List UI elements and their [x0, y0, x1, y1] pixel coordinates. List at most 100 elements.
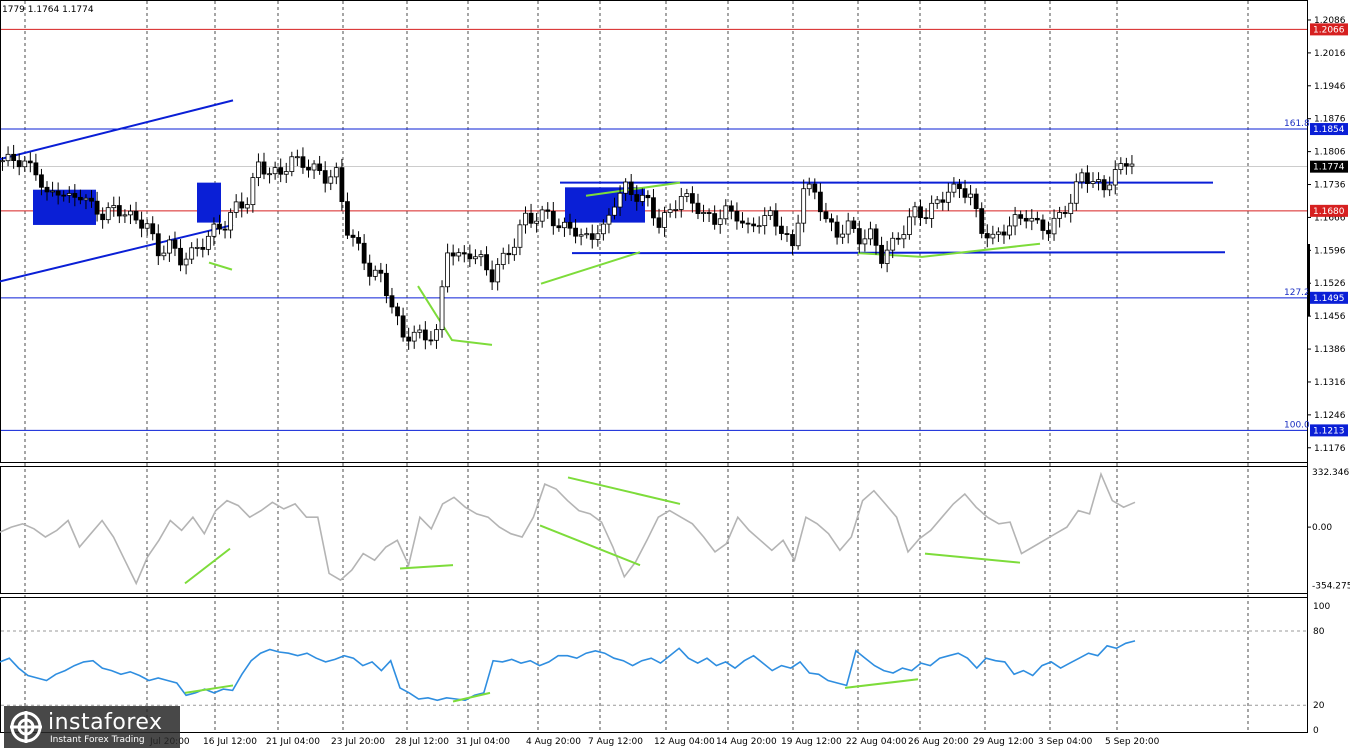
- candle-body: [317, 163, 323, 171]
- candle-body: [356, 237, 361, 244]
- rsi-tick-label: 20: [1313, 701, 1325, 711]
- candle-body: [767, 210, 773, 216]
- candle-body: [923, 217, 929, 220]
- rsi-line: [0, 640, 1136, 702]
- divergence-line: [417, 285, 493, 346]
- tick-label: 1.2086: [1314, 16, 1346, 26]
- candle-body: [662, 212, 667, 228]
- rsi-tick-label: 100: [1313, 602, 1330, 612]
- candle-body: [311, 163, 317, 171]
- rsi-divergence: [452, 691, 491, 703]
- candle-body: [239, 201, 245, 209]
- candle-body: [205, 235, 211, 250]
- candle-body: [734, 210, 740, 222]
- candle-body: [61, 194, 67, 197]
- tick-label: 1.1316: [1314, 378, 1346, 388]
- candle-body: [667, 209, 673, 213]
- candle-body: [595, 233, 601, 240]
- candle-body: [450, 252, 456, 257]
- fib-label: 127.2: [1284, 288, 1310, 298]
- candle-body: [339, 167, 345, 202]
- candle-body: [411, 331, 417, 342]
- candle-body: [890, 237, 896, 251]
- candle-body: [144, 223, 150, 229]
- candle-body: [562, 221, 567, 229]
- candle-body: [651, 197, 656, 219]
- candle-body: [194, 246, 200, 249]
- candle-body: [11, 153, 17, 161]
- candle-body: [851, 220, 857, 229]
- candle-body: [801, 188, 807, 224]
- candle-body: [639, 194, 645, 202]
- candle-body: [1090, 181, 1096, 184]
- candle-body: [517, 224, 523, 248]
- x-label: 23 Jul 20:00: [331, 737, 385, 747]
- level-label: 1.1680: [1313, 207, 1345, 217]
- candle-body: [1040, 219, 1046, 231]
- candle-body: [1062, 212, 1068, 214]
- ohlc-readout: 1779 1.1764 1.1774: [2, 5, 94, 15]
- candle-body: [795, 222, 801, 247]
- level-label: 1.2066: [1313, 25, 1345, 35]
- candle-body: [996, 231, 1001, 235]
- candle-body: [895, 237, 901, 240]
- candle-body: [456, 252, 462, 257]
- tick-label: 1.1806: [1314, 148, 1346, 158]
- price-panel-frame: [0, 0, 1308, 463]
- candle-body: [116, 205, 122, 217]
- candle-body: [940, 199, 946, 203]
- candle-body: [72, 193, 78, 198]
- current-price-label: 1.1774: [1313, 163, 1345, 173]
- tick-label: 1.1736: [1314, 181, 1346, 191]
- candle-body: [489, 269, 495, 283]
- candle-body: [1079, 172, 1085, 183]
- candle-body: [745, 222, 751, 225]
- candle-body: [1073, 181, 1079, 204]
- candle-body: [217, 223, 222, 230]
- candle-body: [968, 193, 973, 198]
- candle-body: [434, 329, 439, 341]
- candle-body: [712, 213, 718, 225]
- candle-body: [5, 153, 11, 162]
- candle-body: [128, 210, 133, 216]
- candle-body: [578, 234, 584, 237]
- candle-body: [1068, 202, 1074, 214]
- candle-body: [256, 161, 261, 179]
- candle-body: [1112, 169, 1118, 186]
- candle-body: [951, 183, 957, 193]
- instaforex-logo: instaforex Instant Forex Trading: [4, 706, 180, 748]
- candle-body: [172, 239, 178, 249]
- candle-body: [784, 233, 790, 235]
- candle-body: [183, 258, 189, 266]
- range-lower: [571, 251, 1226, 255]
- candle-body: [66, 193, 72, 196]
- rsi-indicator: 100 80 20 0: [0, 602, 1330, 736]
- candle-body: [250, 177, 256, 206]
- candle-body: [1085, 172, 1090, 184]
- candle-body: [1101, 179, 1107, 191]
- candle-body: [1046, 230, 1051, 235]
- level-tag: [1310, 204, 1348, 217]
- candle-body: [395, 306, 400, 317]
- x-label: 3 Sep 04:00: [1038, 737, 1093, 747]
- candle-body: [467, 253, 473, 260]
- tick-label: 1.1876: [1314, 115, 1346, 125]
- candle-body: [150, 223, 156, 235]
- candle-body: [0, 160, 5, 163]
- candle-body: [567, 221, 573, 229]
- candle-body: [606, 214, 612, 225]
- tick-label: 1.1666: [1314, 213, 1346, 223]
- candle-body: [50, 190, 55, 193]
- candle-body: [584, 233, 590, 236]
- candle-body: [105, 207, 111, 221]
- candle-body: [361, 242, 367, 264]
- candle-body: [161, 252, 167, 257]
- candle-body: [823, 211, 829, 220]
- candle-body: [122, 214, 128, 217]
- tick-label: 1.1386: [1314, 345, 1346, 355]
- candle-body: [545, 209, 551, 212]
- candle-body: [178, 247, 183, 266]
- candle-body: [912, 206, 918, 218]
- candle-body: [906, 216, 912, 235]
